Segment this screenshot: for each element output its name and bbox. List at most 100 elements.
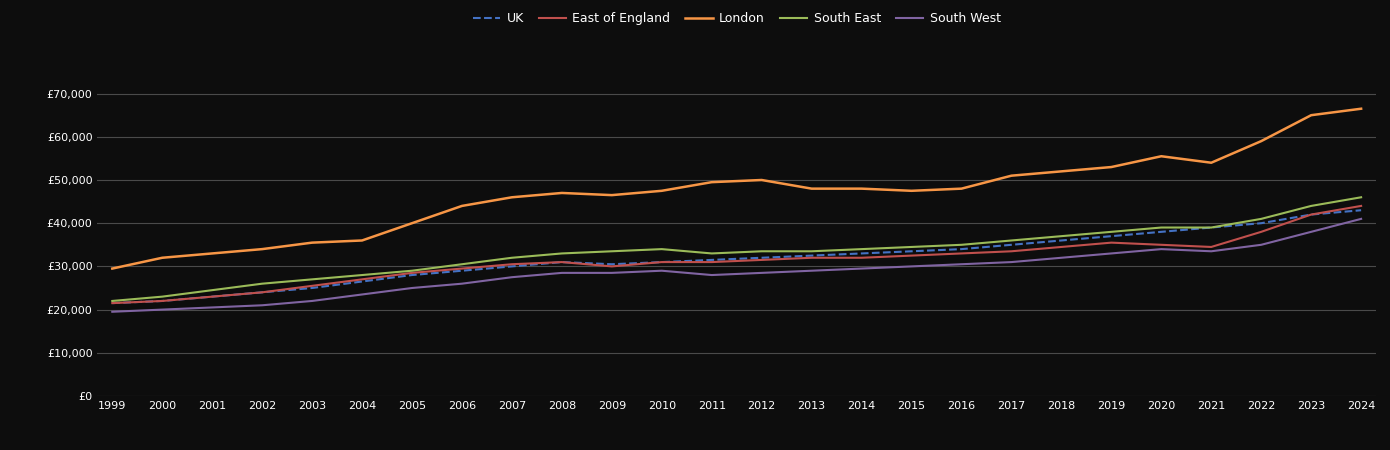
East of England [204,294,221,299]
South West [1252,242,1269,248]
South West [1352,216,1369,221]
South West [853,266,870,271]
South West [1152,247,1169,252]
London [503,194,520,200]
East of England [753,257,770,263]
South West [353,292,370,297]
East of England [254,290,271,295]
London [1352,106,1369,112]
UK [1352,207,1369,213]
Line: UK: UK [113,210,1361,303]
East of England [904,253,920,258]
UK [853,251,870,256]
UK [204,294,221,299]
London [254,247,271,252]
Line: East of England: East of England [113,206,1361,303]
UK [904,248,920,254]
South East [1202,225,1219,230]
South West [1302,229,1319,234]
South West [1104,251,1120,256]
London [353,238,370,243]
London [104,266,121,271]
UK [1054,238,1070,243]
South West [553,270,570,275]
London [653,188,670,194]
London [954,186,970,191]
South East [1252,216,1269,221]
UK [304,285,321,291]
South West [104,309,121,315]
London [453,203,470,209]
East of England [1104,240,1120,245]
London [853,186,870,191]
South East [403,268,420,274]
East of England [703,259,720,265]
Legend: UK, East of England, London, South East, South West: UK, East of England, London, South East,… [467,7,1006,30]
South East [703,251,720,256]
South East [1352,194,1369,200]
UK [703,257,720,263]
East of England [1252,229,1269,234]
South West [254,302,271,308]
South East [254,281,271,286]
East of England [1004,248,1020,254]
South West [803,268,820,274]
UK [603,261,620,267]
London [304,240,321,245]
London [553,190,570,196]
UK [1104,234,1120,239]
London [1104,164,1120,170]
South West [154,307,171,312]
South East [204,288,221,293]
South East [104,298,121,304]
East of England [1352,203,1369,209]
East of England [954,251,970,256]
London [154,255,171,261]
East of England [553,259,570,265]
South West [204,305,221,310]
South East [904,244,920,250]
London [904,188,920,194]
South East [304,277,321,282]
South West [653,268,670,274]
East of England [803,255,820,261]
South East [1302,203,1319,209]
South West [904,264,920,269]
UK [1302,212,1319,217]
London [1054,169,1070,174]
South West [1004,259,1020,265]
South West [703,272,720,278]
East of England [1054,244,1070,250]
UK [403,272,420,278]
East of England [304,283,321,288]
South East [453,261,470,267]
South East [503,255,520,261]
South East [353,272,370,278]
UK [1004,242,1020,248]
UK [753,255,770,261]
Line: South West: South West [113,219,1361,312]
East of England [1202,244,1219,250]
South West [1202,248,1219,254]
South East [1152,225,1169,230]
London [703,180,720,185]
UK [1252,220,1269,226]
South West [954,261,970,267]
South East [1054,234,1070,239]
UK [803,253,820,258]
East of England [503,261,520,267]
South East [603,248,620,254]
South West [453,281,470,286]
East of England [403,270,420,275]
London [753,177,770,183]
South East [154,294,171,299]
London [1252,139,1269,144]
South East [853,247,870,252]
London [1152,153,1169,159]
London [204,251,221,256]
Line: London: London [113,109,1361,269]
UK [154,298,171,304]
UK [1152,229,1169,234]
London [1004,173,1020,178]
South West [403,285,420,291]
